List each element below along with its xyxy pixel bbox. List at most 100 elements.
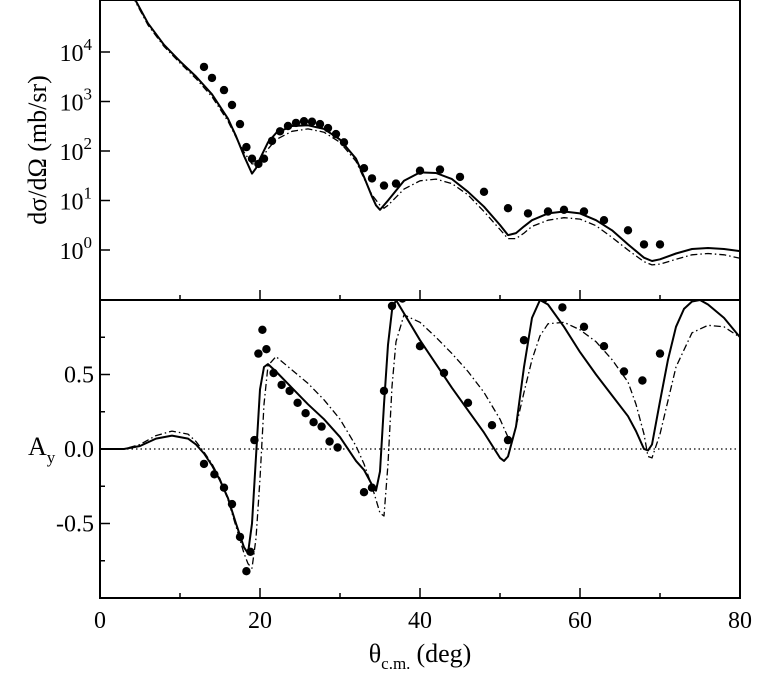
cross-section-data-point: [435, 165, 445, 174]
analyzing-power-data-point: [540, 300, 548, 303]
analyzing-power-data-point: [250, 435, 259, 445]
cross-section-data-point: [207, 73, 217, 83]
analyzing-power-data-point: [301, 409, 310, 418]
analyzing-power-data-point: [359, 488, 369, 497]
cross-section-y-axis-label: dσ/dΩ (mb/sr): [23, 75, 52, 225]
cross-section-data-point: [259, 154, 269, 163]
x-tick-label: 60: [568, 608, 592, 634]
cross-section-y-tick-label: 102: [60, 134, 93, 166]
analyzing-power-curves: [100, 300, 740, 569]
analyzing-power-data-point: [199, 459, 209, 469]
analyzing-power-data-point: [519, 336, 529, 345]
analyzing-power-data-point: [262, 345, 271, 354]
cross-section-data-point: [391, 179, 401, 188]
cross-section-data-point: [291, 118, 301, 128]
x-tick-label: 20: [248, 608, 272, 634]
cross-section-data-point: [339, 138, 349, 147]
cross-section-data-point: [379, 181, 389, 190]
analyzing-power-data-point: [638, 376, 647, 385]
analyzing-power-y-tick-labels: 0.5 0.0 -0.5: [56, 363, 94, 538]
cross-section-y-tick-label: 104: [60, 35, 93, 67]
analyzing-power-data-point: [398, 300, 407, 303]
analyzing-power-data-points: [199, 300, 665, 576]
analyzing-power-data-point: [242, 567, 251, 576]
cross-section-data-point: [315, 119, 325, 129]
analyzing-power-data-point: [269, 368, 278, 378]
cross-section-data-point: [655, 240, 665, 249]
cross-section-data-point: [523, 209, 533, 218]
cross-section-data-point: [283, 121, 293, 131]
x-tick-label: 0: [94, 608, 106, 634]
cross-section-data-point: [559, 205, 569, 214]
cross-section-data-point: [254, 159, 263, 169]
analyzing-power-panel: 0.5 0.0 -0.5 0 20 40 60 80 Ay θc.m. (deg): [28, 299, 752, 673]
cross-section-data-point: [359, 164, 369, 173]
x-tick-label: 80: [728, 608, 752, 634]
analyzing-power-data-point: [655, 349, 665, 358]
analyzing-power-data-point: [227, 499, 237, 509]
analyzing-power-data-point: [293, 398, 302, 407]
cross-section-panel: 104 103 102 101 100 dσ/dΩ (mb/sr): [23, 0, 741, 301]
analyzing-power-ticks: [99, 336, 741, 598]
cross-section-data-point: [503, 204, 513, 213]
cross-section-data-point: [247, 154, 257, 163]
analyzing-power-data-point: [254, 349, 263, 358]
analyzing-power-data-point: [317, 422, 326, 431]
cross-section-data-point: [331, 129, 341, 139]
x-axis-label: θc.m. (deg): [369, 639, 472, 673]
analyzing-power-data-point: [367, 483, 377, 492]
cross-section-data-point: [479, 187, 489, 196]
analyzing-power-data-point: [277, 380, 286, 390]
cross-section-data-point: [199, 62, 209, 72]
analyzing-power-data-point: [210, 470, 219, 479]
analyzing-power-y-tick-label: 0.0: [64, 437, 94, 463]
analyzing-power-y-axis-label: Ay: [28, 432, 56, 467]
analyzing-power-data-point: [503, 435, 513, 445]
analyzing-power-frame: [99, 299, 741, 599]
cross-section-frame: [99, 0, 741, 301]
analyzing-power-data-point: [599, 342, 609, 351]
analyzing-power-solid-curve: [100, 300, 740, 555]
analyzing-power-data-point: [487, 421, 497, 430]
analyzing-power-data-point: [379, 386, 389, 396]
analyzing-power-data-point: [439, 368, 449, 378]
x-tick-labels: 0 20 40 60 80: [94, 608, 752, 634]
cross-section-data-point: [299, 117, 309, 126]
analyzing-power-data-point: [415, 342, 425, 351]
analyzing-power-data-point: [258, 325, 267, 334]
cross-section-data-point: [623, 226, 633, 235]
analyzing-power-data-point: [246, 547, 255, 556]
analyzing-power-data-point: [579, 322, 589, 331]
cross-section-curves: [133, 0, 740, 266]
cross-section-data-point: [219, 85, 229, 95]
analyzing-power-y-tick-label: 0.5: [64, 363, 94, 389]
cross-section-data-point: [235, 119, 245, 129]
cross-section-data-point: [367, 174, 377, 183]
cross-section-ticks: [99, 51, 741, 300]
analyzing-power-data-point: [219, 483, 229, 492]
analyzing-power-dash-dot-curve: [100, 314, 740, 569]
cross-section-y-tick-labels: 104 103 102 101 100: [60, 35, 93, 265]
cross-section-data-point: [639, 240, 649, 249]
cross-section-data-point: [599, 216, 609, 225]
cross-section-y-tick-label: 103: [60, 85, 93, 117]
analyzing-power-data-point: [619, 367, 629, 376]
analyzing-power-data-point: [333, 443, 342, 452]
cross-section-data-points: [199, 62, 665, 249]
cross-section-data-point: [275, 127, 285, 136]
x-tick-label: 40: [408, 608, 432, 634]
cross-section-data-point: [415, 166, 425, 175]
cross-section-data-point: [307, 117, 317, 126]
analyzing-power-data-point: [309, 418, 318, 427]
cross-section-data-point: [227, 100, 237, 110]
cross-section-data-point: [242, 142, 251, 152]
analyzing-power-data-point: [325, 437, 334, 446]
cross-section-y-tick-label: 100: [60, 233, 93, 265]
cross-section-dash-dot-curve: [133, 0, 740, 266]
analyzing-power-data-point: [463, 398, 473, 407]
cross-section-solid-curve: [134, 0, 740, 262]
cross-section-data-point: [267, 136, 277, 146]
cross-section-data-point: [543, 207, 553, 216]
analyzing-power-data-point: [235, 532, 245, 542]
